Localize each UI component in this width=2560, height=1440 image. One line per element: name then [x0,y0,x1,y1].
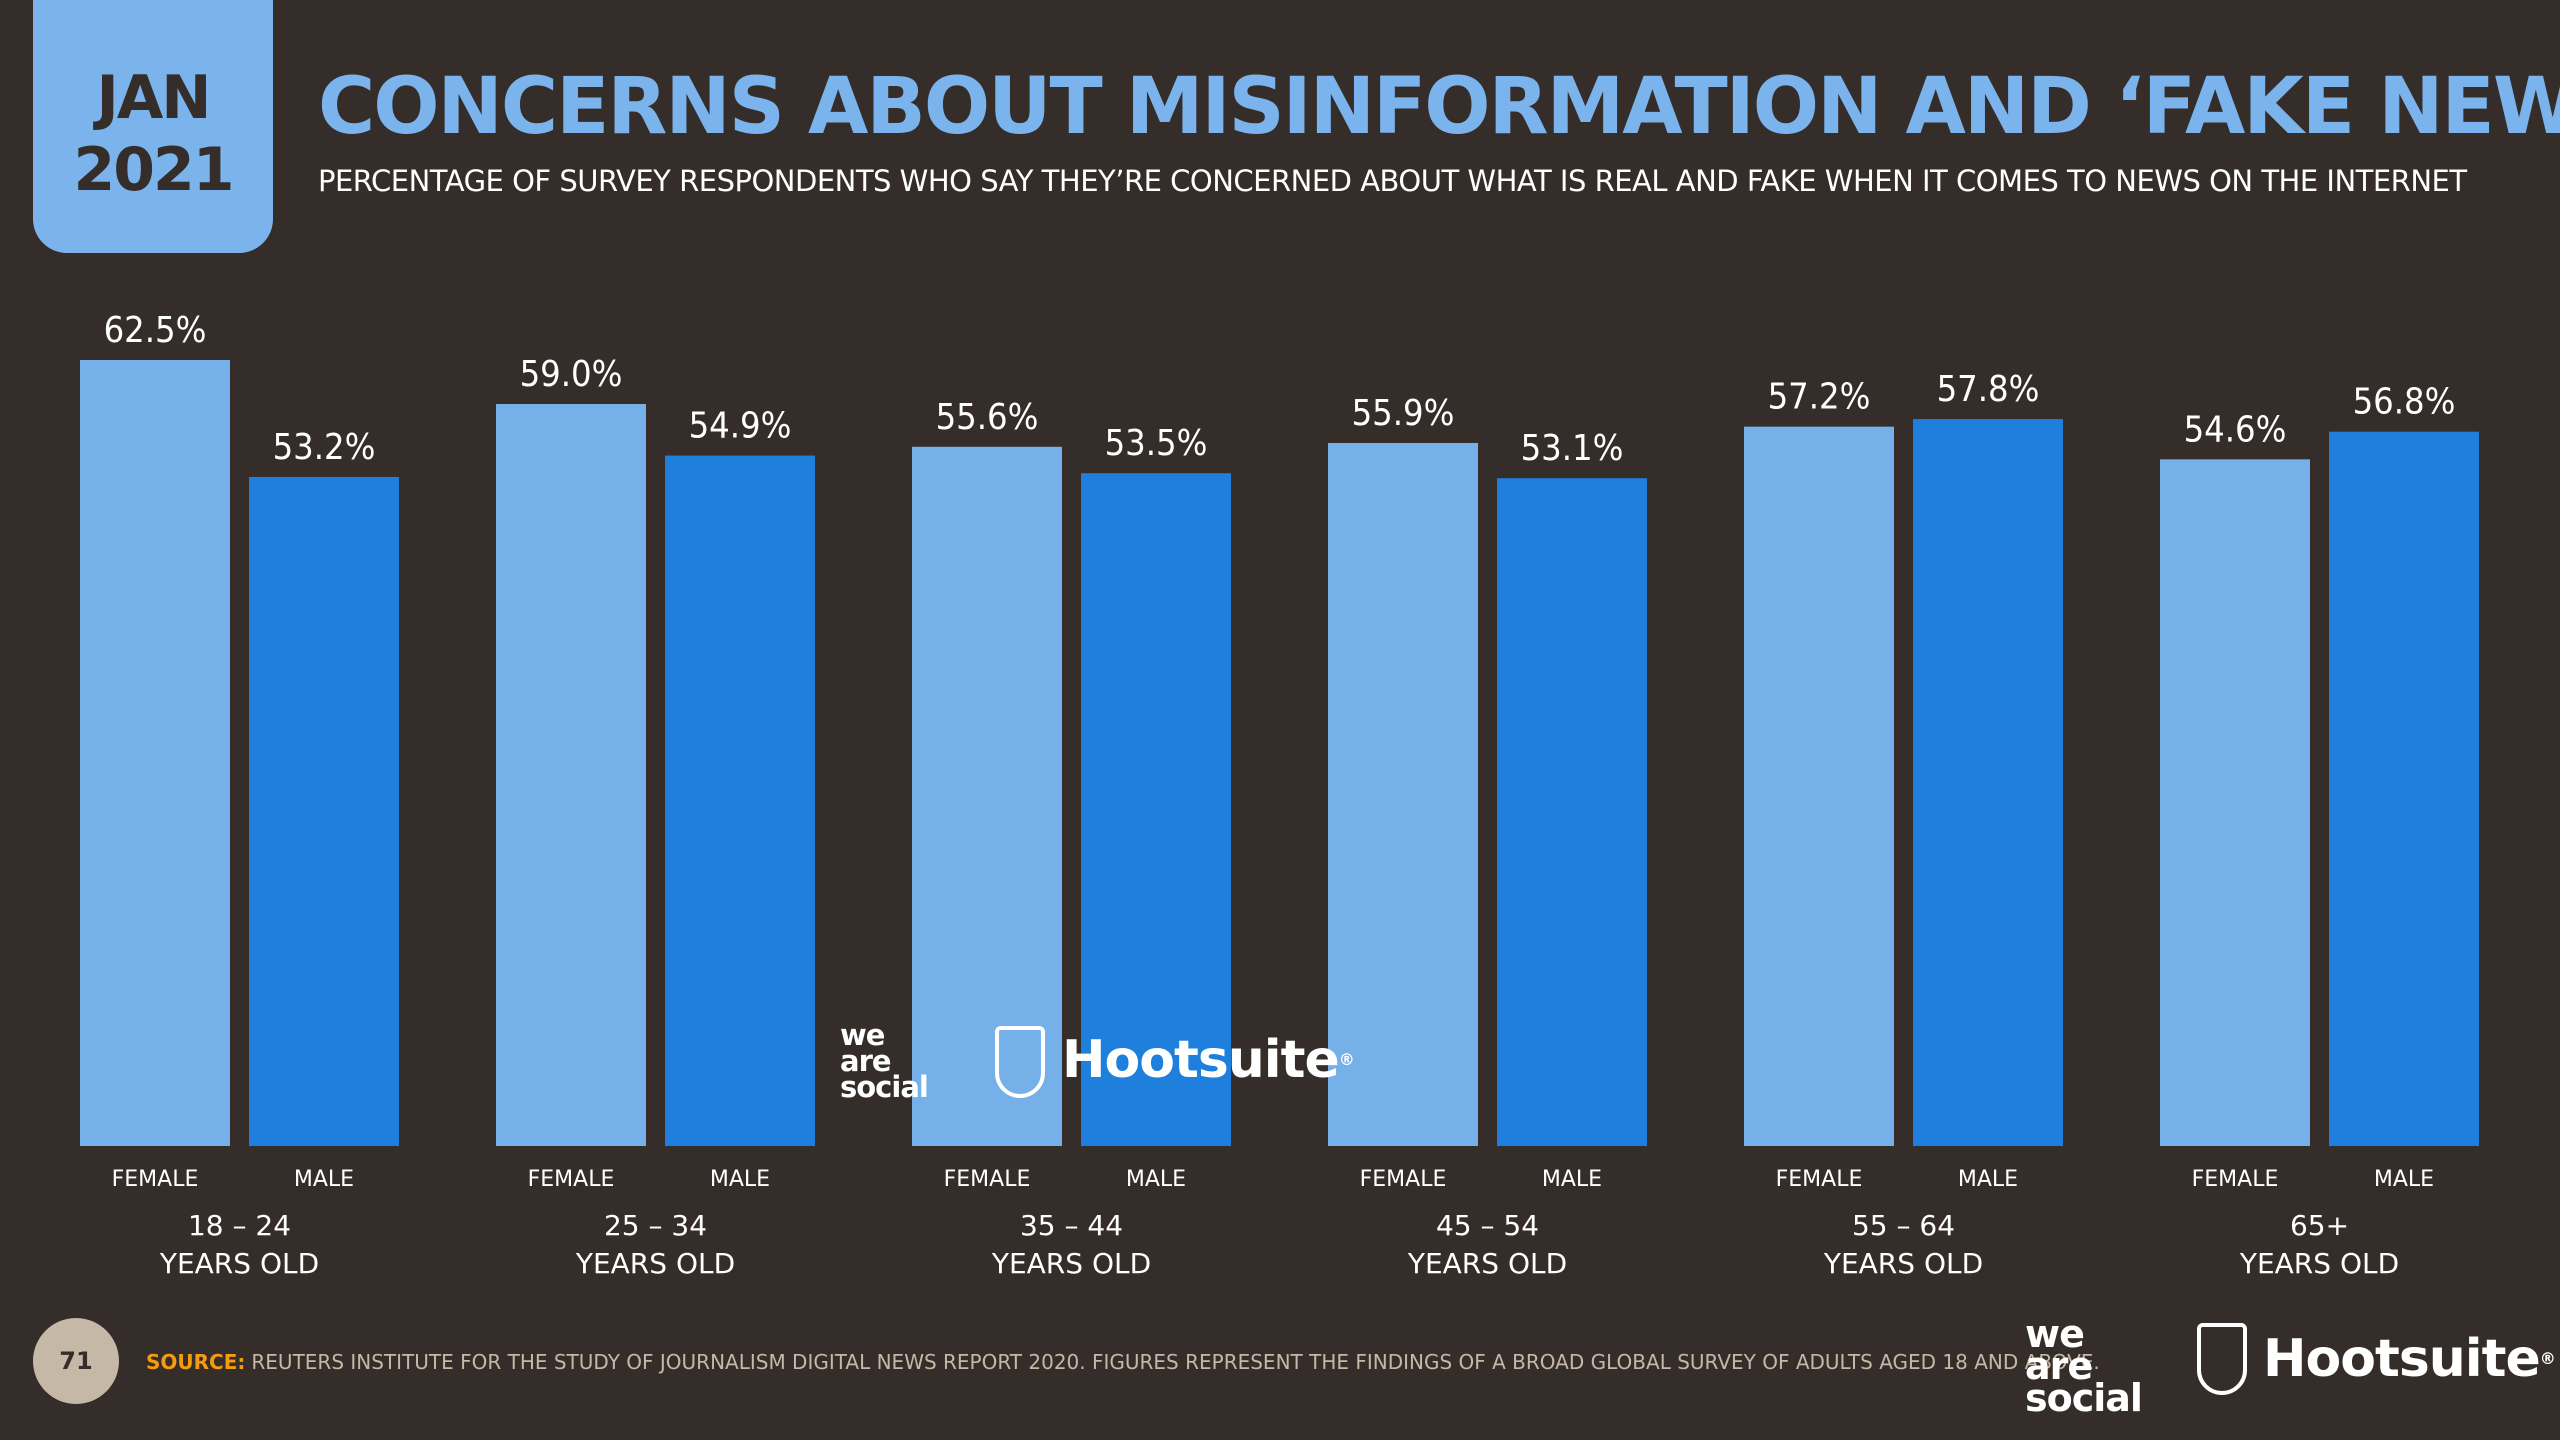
badge-year: 2021 [73,135,235,205]
bar-category-label: MALE [2374,1167,2434,1192]
value-label: 62.5% [104,310,207,351]
bar-category-label: MALE [1542,1167,1602,1192]
value-label: 57.2% [1768,377,1871,418]
bar-category-label: FEMALE [1776,1167,1863,1192]
we-are-social-logo-footer: we are social [2025,1312,2143,1420]
registered-mark: ® [2539,1349,2556,1368]
page-title: CONCERNS ABOUT MISINFORMATION AND ‘FAKE … [318,62,2560,152]
bar-category-label: MALE [710,1167,770,1192]
value-label: 55.9% [1352,393,1455,434]
bar-category-label: FEMALE [944,1167,1031,1192]
hootsuite-wordmark: Hootsuite [1062,1030,1340,1090]
age-group-sublabel: YEARS OLD [575,1247,735,1280]
hootsuite-logo-footer: Hootsuite® [2263,1329,2556,1389]
value-label: 53.5% [1105,423,1208,464]
watermark-logos: we are social Hootsuite® [840,1018,1355,1110]
bar-female-4 [1744,426,1894,1146]
value-label: 57.8% [1937,369,2040,410]
age-group-sublabel: YEARS OLD [1407,1247,1567,1280]
logo-social: social [2025,1376,2143,1420]
logo-are: are [840,1044,892,1078]
badge-month: JAN [96,63,212,133]
age-group-sublabel: YEARS OLD [2239,1247,2399,1280]
hootsuite-owl-icon [995,1026,1045,1098]
bar-category-label: FEMALE [528,1167,615,1192]
bar-category-label: MALE [294,1167,354,1192]
page-subtitle: PERCENTAGE OF SURVEY RESPONDENTS WHO SAY… [318,164,2467,198]
value-label: 56.8% [2353,382,2456,423]
bar-female-5 [2160,459,2310,1146]
age-group-sublabel: YEARS OLD [159,1247,319,1280]
bar-category-label: MALE [1958,1167,2018,1192]
bar-male-0 [249,476,399,1146]
hootsuite-owl-icon [2197,1323,2247,1395]
logo-we: we [840,1018,885,1052]
age-group-label: 65+ [2290,1209,2349,1242]
bar-category-label: MALE [1126,1167,1186,1192]
date-badge: JAN 2021 [33,0,273,253]
hootsuite-logo: Hootsuite® [1062,1030,1355,1090]
age-group-label: 55 – 64 [1852,1209,1955,1242]
hootsuite-wordmark: Hootsuite [2263,1329,2541,1389]
page-number: 71 [33,1318,119,1404]
value-label: 54.6% [2184,409,2287,450]
age-group-sublabel: YEARS OLD [1823,1247,1983,1280]
source-label: SOURCE: [146,1350,246,1374]
registered-mark: ® [1338,1050,1355,1069]
footer-logos: we are social Hootsuite® [2025,1312,2556,1420]
value-label: 53.1% [1521,428,1624,469]
source-note: SOURCE: REUTERS INSTITUTE FOR THE STUDY O… [146,1349,2100,1375]
we-are-social-logo: we are social [840,1018,929,1104]
value-label: 55.6% [936,397,1039,438]
bar-category-label: FEMALE [2192,1167,2279,1192]
age-group-label: 18 – 24 [188,1209,291,1242]
bar-female-3 [1328,443,1478,1146]
bar-male-3 [1497,478,1647,1147]
value-label: 53.2% [273,427,376,468]
bar-category-label: FEMALE [1360,1167,1447,1192]
value-label: 54.9% [689,406,792,447]
bar-female-1 [496,404,646,1146]
age-group-label: 25 – 34 [604,1209,707,1242]
bar-male-1 [665,455,815,1146]
source-text: REUTERS INSTITUTE FOR THE STUDY OF JOURN… [251,1350,2100,1374]
bar-male-2 [1081,473,1231,1147]
value-label: 59.0% [520,354,623,395]
logo-are: are [2025,1344,2093,1388]
age-group-label: 35 – 44 [1020,1209,1123,1242]
bar-female-0 [80,360,230,1146]
age-group-label: 45 – 54 [1436,1209,1539,1242]
bar-male-4 [1913,419,2063,1147]
logo-we: we [2025,1312,2085,1356]
age-group-sublabel: YEARS OLD [991,1247,1151,1280]
logo-social: social [840,1070,929,1104]
bar-category-label: FEMALE [112,1167,199,1192]
bar-male-5 [2329,431,2479,1146]
